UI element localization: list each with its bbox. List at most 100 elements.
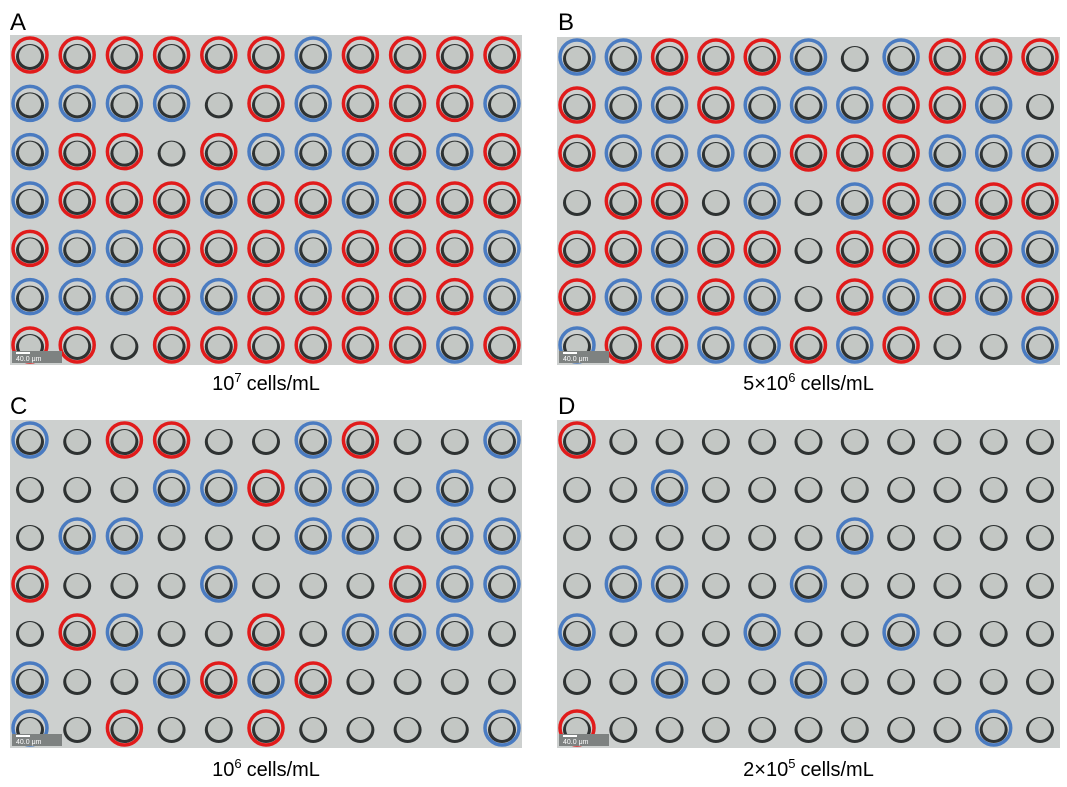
well bbox=[161, 142, 183, 164]
well bbox=[161, 718, 183, 740]
well bbox=[612, 718, 634, 740]
well bbox=[751, 478, 773, 500]
well bbox=[983, 478, 1005, 500]
well bbox=[349, 526, 371, 548]
well bbox=[255, 670, 277, 692]
panel-label: D bbox=[558, 393, 575, 420]
caption-unit: cells/mL bbox=[247, 373, 320, 395]
well bbox=[1029, 526, 1051, 548]
well bbox=[612, 335, 634, 357]
well bbox=[798, 335, 820, 357]
well bbox=[397, 190, 419, 212]
well bbox=[936, 143, 958, 165]
caption-unit: cells/mL bbox=[247, 759, 320, 781]
well bbox=[113, 622, 135, 644]
well bbox=[19, 670, 41, 692]
well bbox=[113, 526, 135, 548]
well bbox=[1029, 335, 1051, 357]
well bbox=[349, 238, 371, 260]
well bbox=[19, 287, 41, 309]
well bbox=[66, 142, 88, 164]
well bbox=[397, 718, 419, 740]
well bbox=[1029, 430, 1051, 452]
caption-unit: cells/mL bbox=[800, 373, 873, 395]
well bbox=[566, 574, 588, 596]
well bbox=[983, 670, 1005, 692]
well bbox=[659, 95, 681, 117]
well bbox=[890, 622, 912, 644]
well bbox=[1029, 574, 1051, 596]
well bbox=[491, 430, 513, 452]
well bbox=[444, 45, 466, 67]
well bbox=[19, 45, 41, 67]
well bbox=[491, 478, 513, 500]
well bbox=[890, 526, 912, 548]
well bbox=[444, 670, 466, 692]
scale-bar-label: 40.0 μm bbox=[16, 739, 42, 746]
well bbox=[397, 622, 419, 644]
figure: A40.0 μm107cells/mLB40.0 μm5×106cells/mL… bbox=[0, 0, 1067, 787]
well bbox=[612, 287, 634, 309]
well bbox=[255, 335, 277, 357]
well bbox=[798, 526, 820, 548]
well bbox=[491, 287, 513, 309]
well bbox=[161, 190, 183, 212]
well bbox=[302, 718, 324, 740]
well bbox=[612, 239, 634, 261]
well bbox=[113, 574, 135, 596]
well bbox=[349, 622, 371, 644]
well bbox=[66, 526, 88, 548]
well bbox=[751, 239, 773, 261]
well bbox=[444, 718, 466, 740]
well bbox=[659, 478, 681, 500]
well bbox=[349, 718, 371, 740]
panel-label: B bbox=[558, 9, 574, 36]
well bbox=[798, 670, 820, 692]
well bbox=[161, 335, 183, 357]
well bbox=[566, 478, 588, 500]
well bbox=[491, 238, 513, 260]
panel: A40.0 μm107cells/mL bbox=[10, 9, 522, 395]
well bbox=[798, 239, 820, 261]
well bbox=[397, 287, 419, 309]
well bbox=[844, 670, 866, 692]
well bbox=[161, 670, 183, 692]
well bbox=[705, 430, 727, 452]
well bbox=[566, 526, 588, 548]
well bbox=[751, 287, 773, 309]
well bbox=[255, 287, 277, 309]
well bbox=[113, 93, 135, 115]
well bbox=[397, 238, 419, 260]
panel: C40.0 μm106cells/mL bbox=[10, 393, 522, 781]
well bbox=[302, 190, 324, 212]
well bbox=[798, 574, 820, 596]
well bbox=[302, 430, 324, 452]
well bbox=[19, 190, 41, 212]
well bbox=[19, 238, 41, 260]
well bbox=[1029, 718, 1051, 740]
well bbox=[208, 93, 230, 115]
well bbox=[566, 95, 588, 117]
well bbox=[890, 191, 912, 213]
well bbox=[19, 430, 41, 452]
well bbox=[612, 622, 634, 644]
scale-bar bbox=[563, 735, 577, 737]
well bbox=[255, 93, 277, 115]
well bbox=[161, 45, 183, 67]
well bbox=[349, 93, 371, 115]
well bbox=[19, 142, 41, 164]
well bbox=[302, 238, 324, 260]
well bbox=[302, 142, 324, 164]
well bbox=[349, 287, 371, 309]
well bbox=[208, 574, 230, 596]
well bbox=[208, 287, 230, 309]
well bbox=[113, 718, 135, 740]
scale-bar-label: 40.0 μm bbox=[563, 356, 589, 363]
well bbox=[1029, 47, 1051, 69]
well bbox=[798, 622, 820, 644]
well bbox=[1029, 478, 1051, 500]
well bbox=[705, 95, 727, 117]
well bbox=[349, 478, 371, 500]
well bbox=[936, 526, 958, 548]
